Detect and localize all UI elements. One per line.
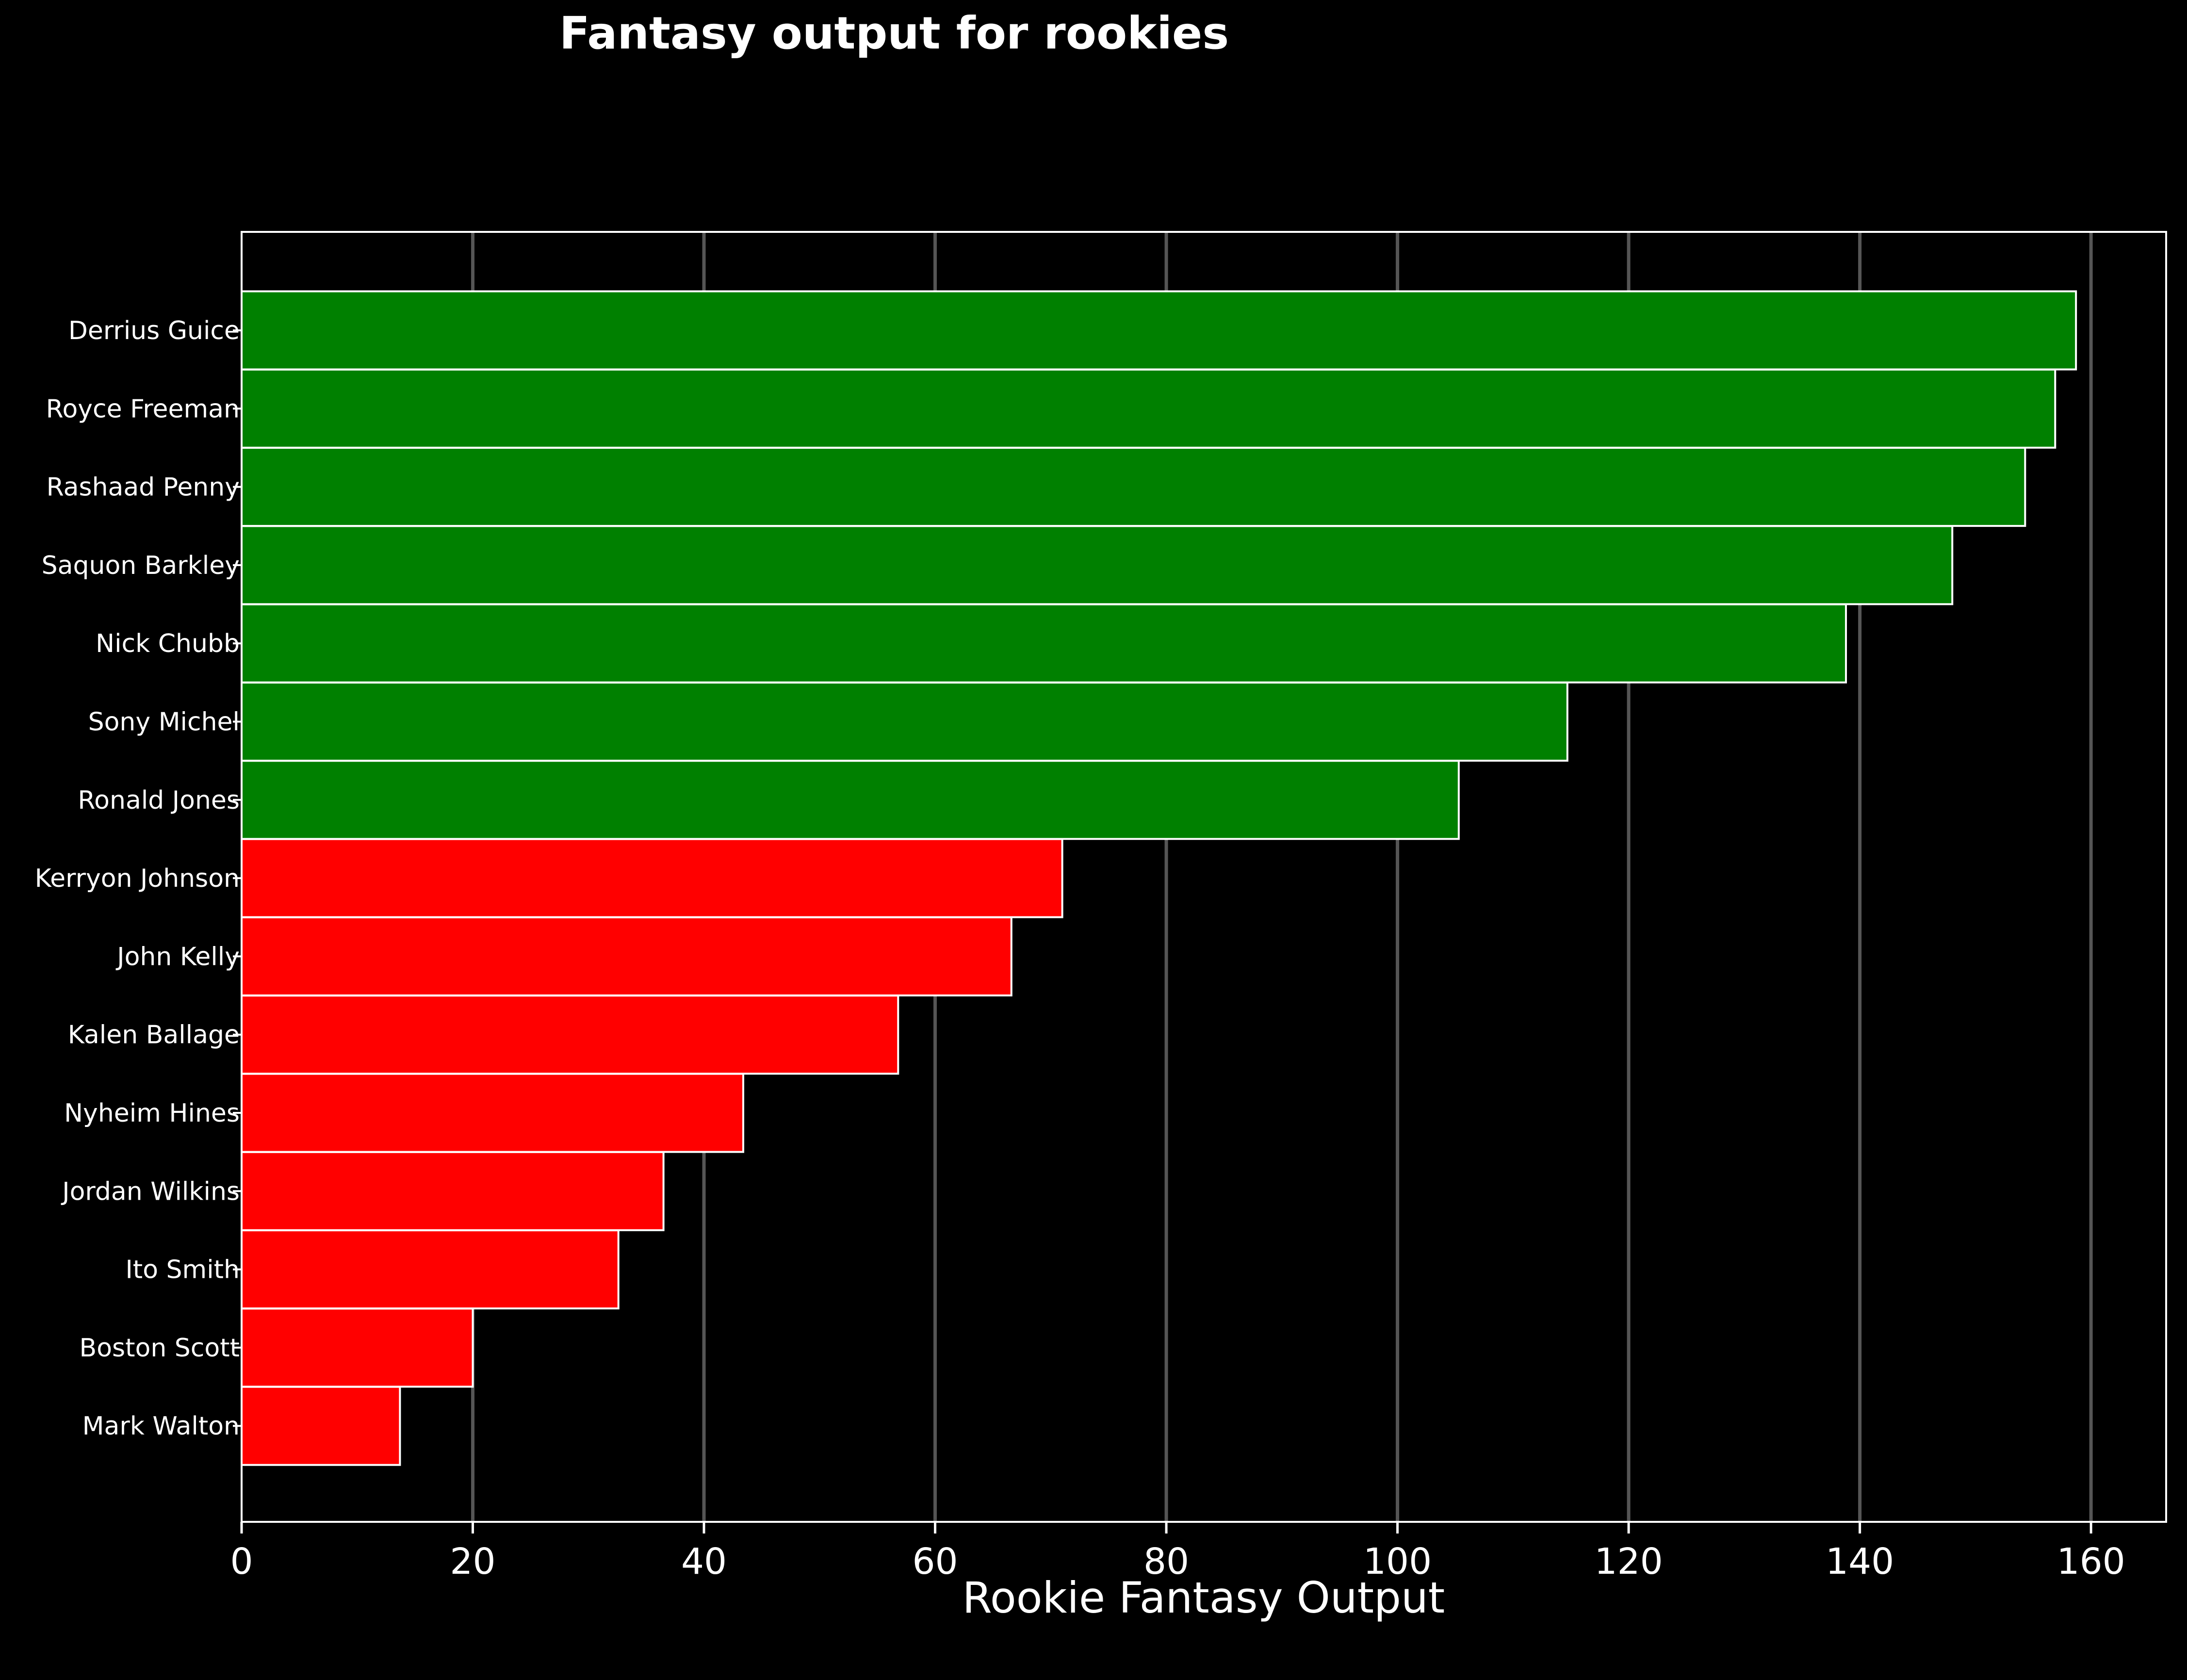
- y-tick-label: Ito Smith: [125, 1256, 240, 1285]
- y-tick-label: Sony Michel: [88, 708, 240, 737]
- x-tick-label: 120: [1594, 1541, 1663, 1582]
- chart-title: Fantasy output for rookies: [559, 7, 1229, 59]
- y-tick-label: Ronald Jones: [78, 786, 240, 815]
- tick-labels: Derrius Guice Royce Freeman Rashaad Penny S…: [35, 316, 2125, 1582]
- bar: [241, 1307, 474, 1388]
- bar: [241, 916, 1012, 996]
- y-tick-label: Derrius Guice: [68, 316, 240, 345]
- x-tick-label: 60: [912, 1541, 958, 1582]
- bar: [241, 682, 1568, 762]
- y-tick-label: John Kelly: [115, 942, 240, 971]
- bar: [241, 838, 1063, 918]
- x-tick-label: 0: [230, 1541, 253, 1582]
- bar: [241, 1386, 401, 1466]
- y-tick-label: Saquon Barkley: [42, 551, 240, 580]
- bar: [241, 760, 1460, 840]
- bar: [241, 447, 2026, 527]
- y-tick-label: Mark Walton: [82, 1412, 240, 1441]
- x-tick-label: 40: [681, 1541, 727, 1582]
- y-tick-label: Nick Chubb: [96, 629, 240, 658]
- bar: [241, 995, 899, 1075]
- x-tick-label: 140: [1826, 1541, 1894, 1582]
- bar: [241, 290, 2077, 371]
- x-tick-label: 160: [2057, 1541, 2125, 1582]
- bar: [241, 525, 1954, 605]
- y-tick-label: Kerryon Johnson: [35, 864, 240, 893]
- y-tick-label: Royce Freeman: [46, 394, 240, 424]
- y-tick-label: Kalen Ballage: [68, 1021, 240, 1050]
- y-tick-label: Rashaad Penny: [47, 473, 240, 502]
- plot-frame: [241, 231, 2167, 1523]
- bar: [241, 1151, 665, 1231]
- bar: [241, 368, 2056, 449]
- bar: [241, 1229, 620, 1310]
- bar: [241, 1073, 745, 1153]
- x-tick-label: 100: [1363, 1541, 1432, 1582]
- x-axis-label: Rookie Fantasy Output: [963, 1573, 1445, 1623]
- axes: [233, 231, 2167, 1533]
- bar: [241, 603, 1847, 684]
- y-tick-label: Jordan Wilkins: [61, 1177, 240, 1206]
- x-tick-label: 80: [1143, 1541, 1189, 1582]
- x-tick-label: 20: [450, 1541, 495, 1582]
- y-tick-label: Nyheim Hines: [64, 1099, 240, 1128]
- y-tick-label: Boston Scott: [80, 1334, 240, 1363]
